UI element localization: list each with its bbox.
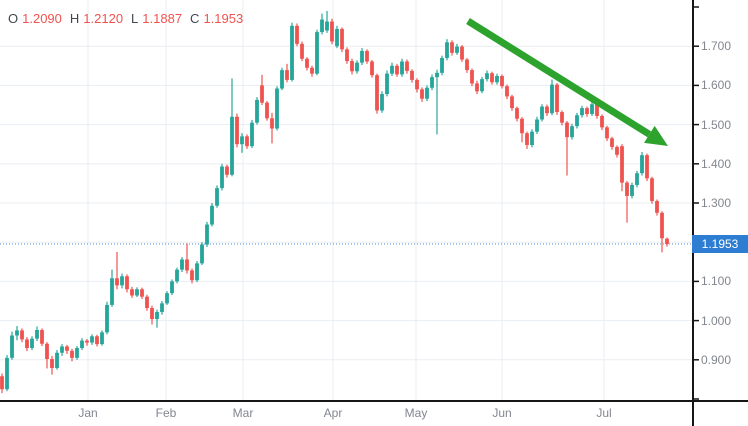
price-axis-ticks: [692, 6, 699, 400]
open-label: O: [8, 11, 19, 26]
price-axis-label: 1.000: [701, 313, 732, 328]
ohlc-legend: O 1.2090 H 1.2120 L 1.1887 C 1.1953: [8, 11, 251, 26]
time-axis-label: Apr: [323, 406, 343, 420]
close-label: C: [190, 11, 200, 26]
time-axis-label: Feb: [155, 406, 177, 420]
time-axis-label: Jun: [492, 406, 512, 420]
candles-series[interactable]: [0, 10, 669, 394]
trend-arrow-annotation[interactable]: [466, 18, 668, 146]
price-axis-label: 1.700: [701, 39, 732, 54]
price-axis-label: 1.100: [701, 274, 732, 289]
price-axis-label: 1.300: [701, 196, 732, 210]
close-value: 1.1953: [203, 11, 244, 26]
price-axis-label: 1.500: [701, 117, 732, 132]
low-value: 1.1887: [142, 11, 183, 26]
price-axis-label: 1.600: [701, 78, 732, 93]
price-axis-label: 0.900: [701, 352, 732, 367]
time-axis-label: Mar: [232, 406, 254, 420]
open-value: 1.2090: [22, 11, 62, 26]
last-price-badge: 1.1953: [692, 235, 748, 254]
time-axis-label: Jan: [78, 406, 98, 420]
price-axis-label: 1.400: [701, 156, 732, 171]
time-axis-label: May: [404, 406, 428, 420]
time-axis-label: Jul: [596, 406, 612, 420]
low-label: L: [131, 11, 139, 26]
high-value: 1.2120: [83, 11, 124, 26]
high-label: H: [69, 11, 80, 26]
